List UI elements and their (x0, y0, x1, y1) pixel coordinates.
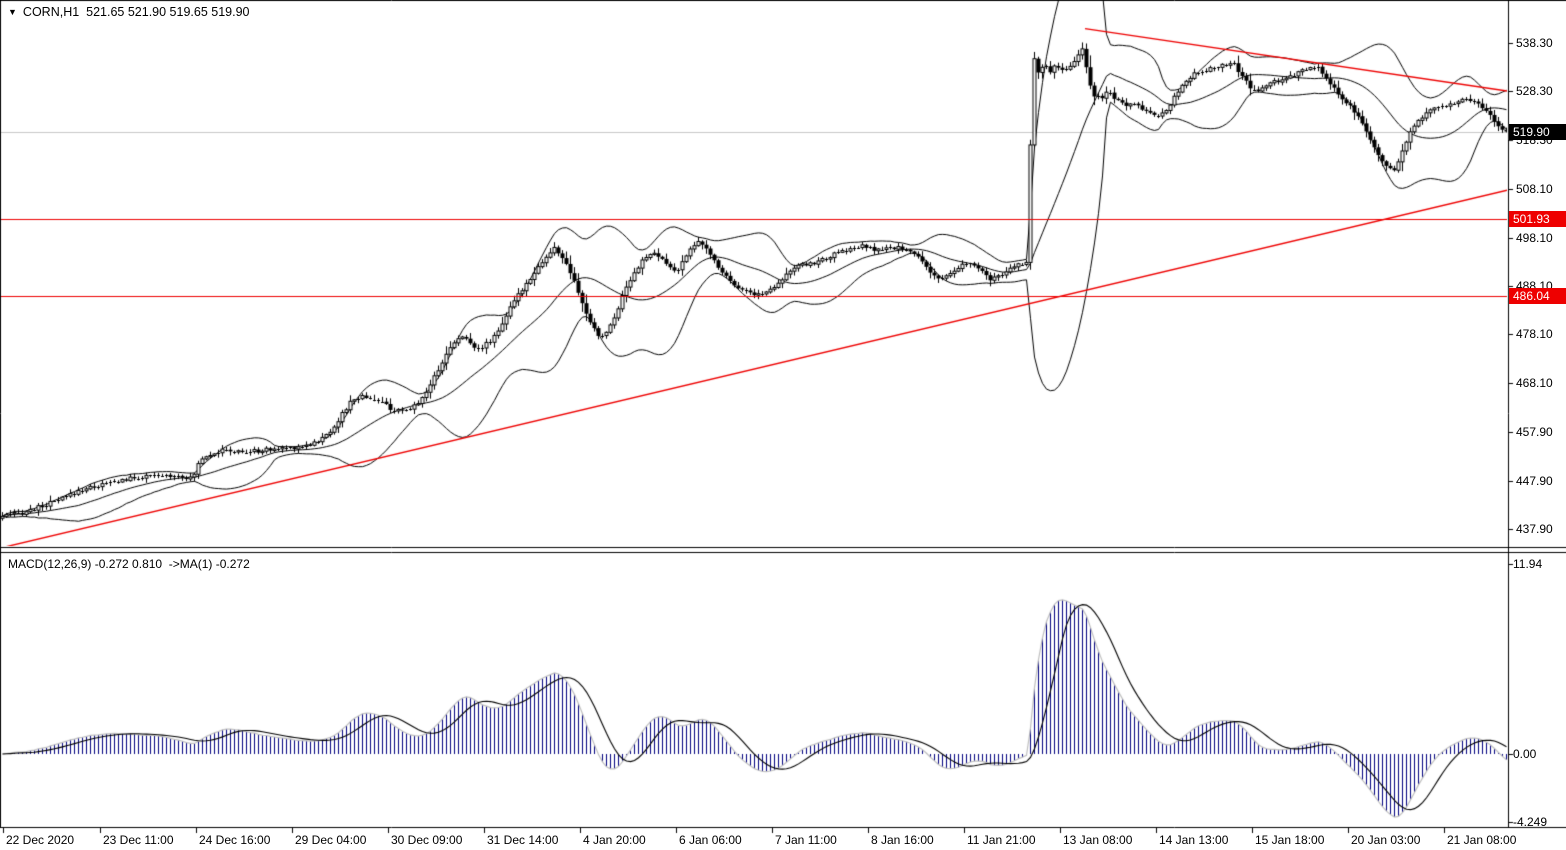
price-axis-label: 478.10 (1516, 327, 1553, 342)
symbol-dropdown-icon[interactable]: ▼ (8, 7, 17, 17)
macd-axis-label: 0.00 (1513, 747, 1537, 761)
time-axis-label: 23 Dec 11:00 (103, 833, 174, 847)
time-axis-label: 22 Dec 2020 (6, 833, 75, 847)
time-axis-label: 14 Jan 13:00 (1159, 833, 1229, 847)
price-axis-label: 468.10 (1516, 375, 1553, 390)
time-axis-label: 13 Jan 08:00 (1063, 833, 1133, 847)
time-axis-label: 21 Jan 08:00 (1447, 833, 1517, 847)
symbol-timeframe: CORN,H1 (22, 5, 80, 19)
time-axis-label: 20 Jan 03:00 (1351, 833, 1421, 847)
chart-title: ▼ CORN,H1 521.65 521.90 519.65 519.90 (8, 5, 250, 19)
time-axis-label: 15 Jan 18:00 (1255, 833, 1325, 847)
time-axis-label: 29 Dec 04:00 (295, 833, 367, 847)
macd-axis-label: 11.94 (1513, 557, 1543, 571)
level-price-marker: 501.93 (1509, 211, 1566, 227)
price-axis-label: 538.30 (1516, 35, 1553, 50)
time-axis-label: 24 Dec 16:00 (199, 833, 271, 847)
time-axis-label: 4 Jan 20:00 (583, 833, 646, 847)
indicator-label: MACD(12,26,9) -0.272 0.810 ->MA(1) -0.27… (8, 557, 250, 571)
current-price-marker: 519.90 (1509, 124, 1566, 140)
time-axis-label: 6 Jan 06:00 (679, 833, 742, 847)
price-axis-label: 498.10 (1516, 230, 1553, 245)
macd-axis-label: -4.249 (1513, 814, 1548, 829)
price-axis-label: 528.30 (1516, 84, 1553, 99)
price-axis-label: 447.90 (1516, 473, 1553, 488)
time-axis-label: 8 Jan 16:00 (871, 833, 934, 847)
time-axis-label: 30 Dec 09:00 (391, 833, 463, 847)
time-axis-label: 11 Jan 21:00 (967, 833, 1036, 847)
time-axis-label: 7 Jan 11:00 (775, 833, 837, 847)
price-axis-label: 457.90 (1516, 425, 1553, 440)
price-axis-label: 437.90 (1516, 522, 1553, 537)
ohlc-values: 521.65 521.90 519.65 519.90 (86, 5, 250, 19)
price-axis-label: 508.10 (1516, 182, 1553, 197)
time-axis-label: 31 Dec 14:00 (487, 833, 559, 847)
level-price-marker: 486.04 (1509, 288, 1566, 304)
